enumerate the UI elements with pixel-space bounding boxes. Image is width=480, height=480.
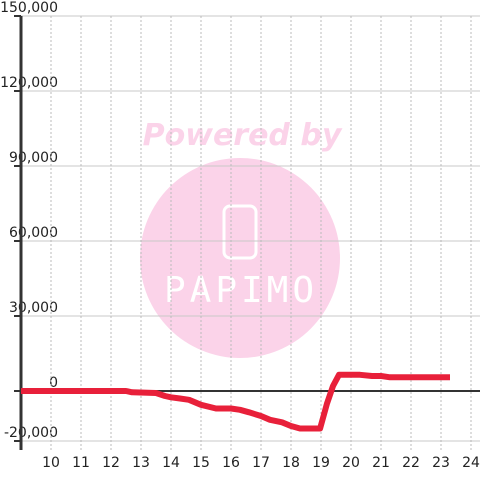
x-tick-label: 17 [252,455,270,471]
y-tick-label: -20,000 [4,425,58,441]
x-tick-label: 19 [312,455,330,471]
y-tick-label: 120,000 [0,75,58,91]
x-tick-label: 18 [282,455,300,471]
x-tick-label: 10 [42,455,60,471]
x-tick-label: 14 [162,455,180,471]
watermark: Powered by PAPIMO [140,118,343,358]
watermark-logo: PAPIMO [164,270,318,311]
x-tick-label: 13 [132,455,150,471]
data-line [21,371,450,432]
x-tick-label: 22 [402,455,420,471]
phone-icon [222,204,258,260]
y-tick-label: 0 [49,375,58,391]
x-tick-label: 24 [462,455,480,471]
x-tick-label: 20 [342,455,360,471]
x-tick-label: 16 [222,455,240,471]
x-tick-label: 15 [192,455,210,471]
x-tick-label: 11 [72,455,90,471]
x-tick-label: 21 [372,455,390,471]
x-tick-label: 23 [432,455,450,471]
watermark-text: Powered by [143,118,343,153]
x-tick-label: 12 [102,455,120,471]
y-tick-label: 150,000 [0,0,58,16]
